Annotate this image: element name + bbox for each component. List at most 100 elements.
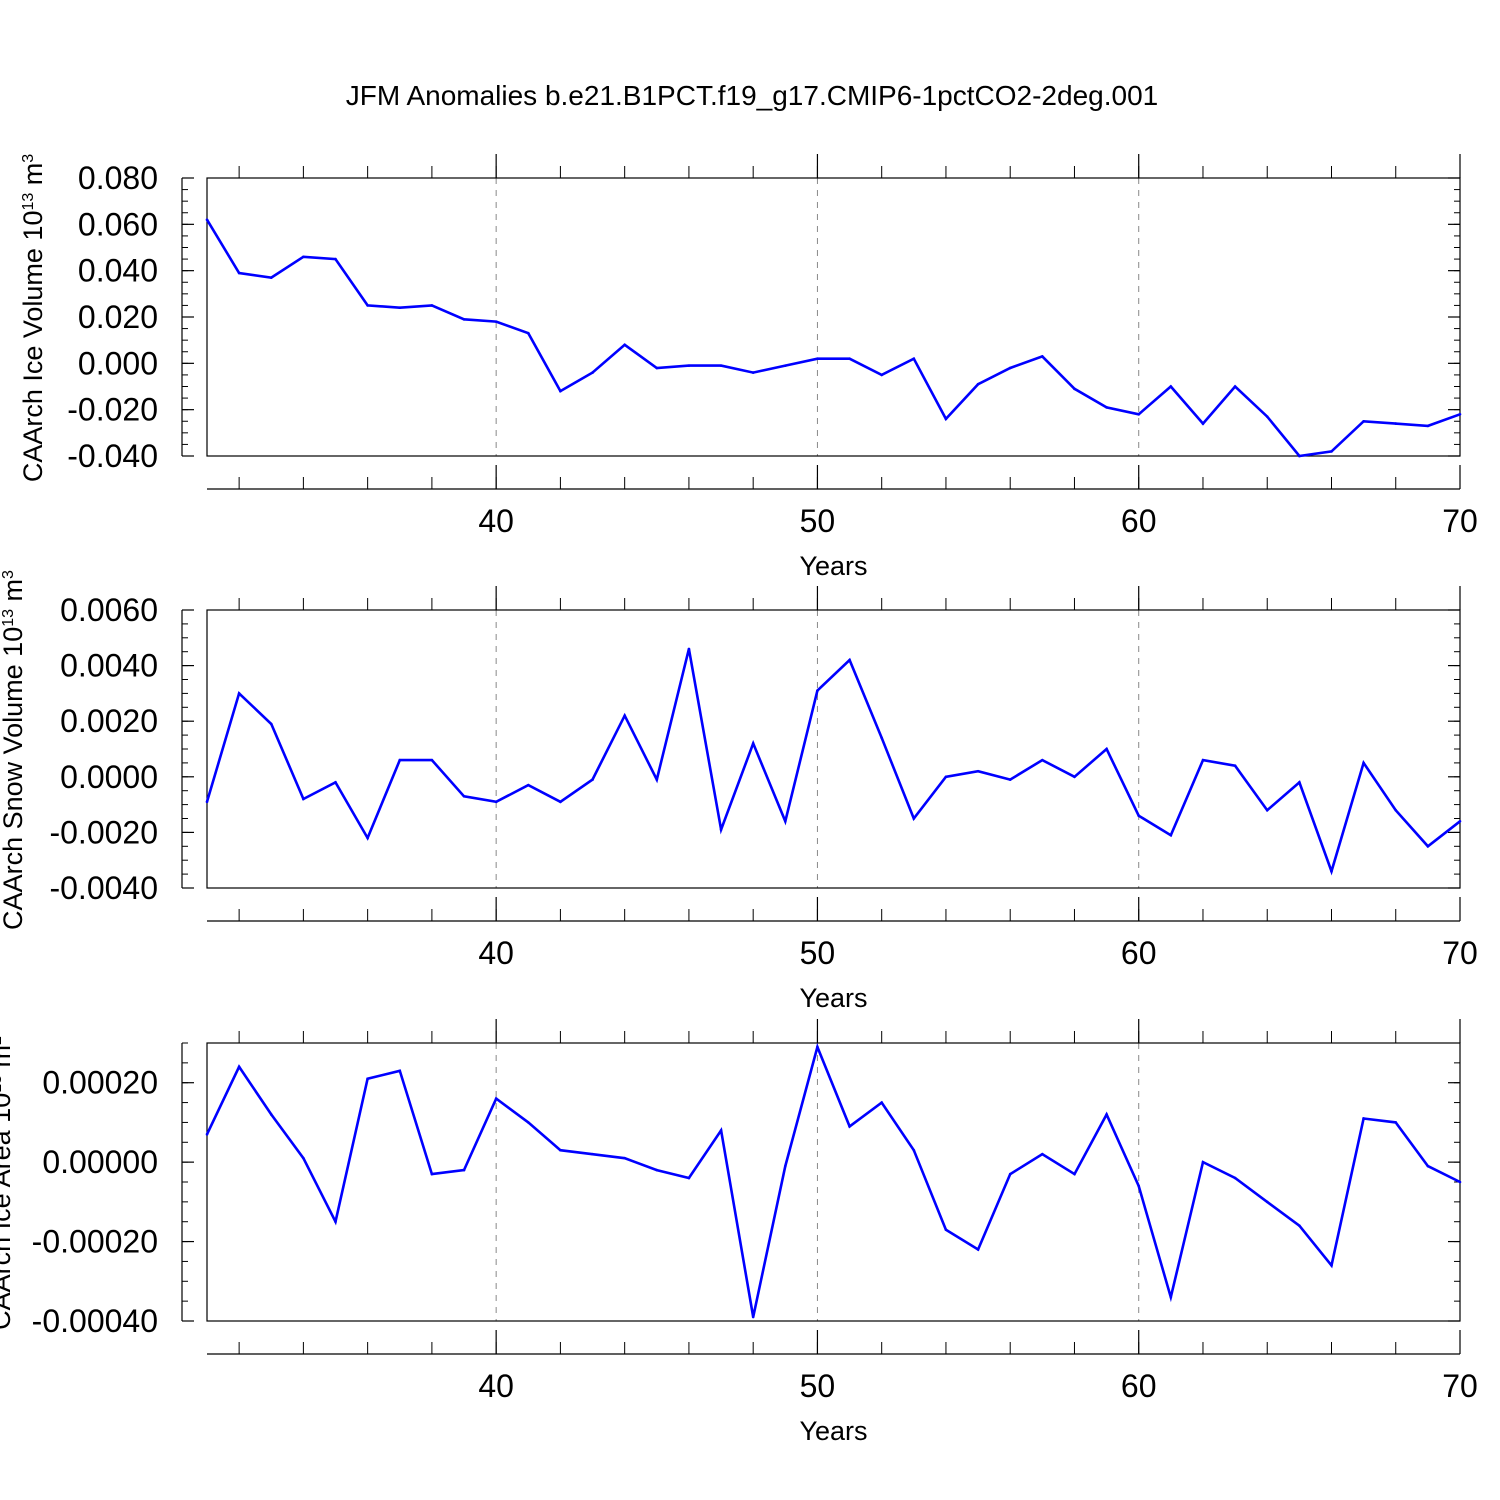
y-tick-label: 0.0040 [60,648,158,684]
data-point [398,1069,402,1073]
y-axis-label-ylabel-unit: m [0,1045,16,1075]
data-point [430,304,434,307]
data-point [816,357,819,361]
data-point [302,797,305,801]
data-point [205,1133,209,1136]
data-point [591,778,594,781]
data-point [1169,385,1173,388]
data-point [848,658,851,662]
y-tick-label: 0.00020 [42,1065,158,1101]
y-axis-label-ylabel: CAArch Ice Volume 10 [18,211,48,483]
x-tick-label: 40 [478,935,514,971]
y-axis-label-ylabel-exp: 13 [0,1075,5,1093]
data-point [816,689,819,692]
data-point [1458,413,1462,416]
y-axis-label-ylabel: CAArch Snow Volume 10 [0,627,28,930]
y-tick-label: 0.0000 [60,759,158,795]
data-point [1105,406,1108,409]
y-axis-label: CAArch Ice Volume 1013 m3 [18,154,48,482]
data-point [526,783,530,787]
data-point [1041,1152,1044,1156]
y-axis-label-ylabel-unit: m [0,579,28,609]
data-point [687,364,691,367]
data-point [976,1248,980,1251]
y-tick-label: 0.0020 [60,703,158,739]
data-point [1362,1117,1365,1120]
data-point [398,306,402,310]
data-point [1394,422,1398,425]
x-tick-label: 40 [478,1368,514,1404]
y-tick-label: 0.0060 [60,592,158,628]
data-point [1330,450,1333,453]
data-point [944,417,948,421]
y-tick-label: -0.00040 [32,1303,158,1339]
data-point [1008,366,1012,370]
data-point [1008,778,1012,781]
data-point [430,758,434,762]
data-point [1330,870,1333,873]
data-point [912,817,916,820]
data-point [205,800,209,804]
data-point [526,1121,530,1124]
data-point [366,1077,369,1081]
data-point [1169,1295,1173,1299]
y-tick-label: -0.00020 [32,1224,158,1260]
data-point [1362,761,1365,765]
plot-frame [206,177,1461,457]
data-point [302,1156,305,1160]
data-point [269,276,273,279]
data-point [559,800,562,804]
y-axis-label-ylabel-unit-exp: 2 [0,1036,5,1045]
x-tick-label: 60 [1121,1368,1157,1404]
data-point [430,1172,434,1176]
y-tick-label: 0.00000 [42,1144,158,1180]
data-point [1201,1160,1205,1164]
x-tick-label: 60 [1121,935,1157,971]
data-point [591,1152,594,1156]
figure-title: JFM Anomalies b.e21.B1PCT.f19_g17.CMIP6-… [346,80,1158,111]
data-point [334,257,337,261]
data-point [784,1164,787,1168]
x-tick-label: 70 [1442,503,1478,539]
series-line [205,1042,1461,1318]
data-point [1426,1164,1430,1168]
data-point [1426,424,1430,428]
data-point [237,692,241,695]
data-point [1298,1224,1301,1227]
data-point [944,775,948,779]
y-axis-label-ylabel: CAArch Ice Area 10 [0,1093,16,1330]
data-point [269,722,273,726]
data-point [751,1315,755,1319]
data-point [719,364,723,367]
data-point [1458,1180,1462,1184]
data-point [1233,1176,1237,1180]
data-point [848,1125,851,1128]
y-tick-label: -0.0040 [49,870,158,906]
data-point [1169,833,1173,837]
data-point [1008,1172,1012,1176]
data-point [462,1168,466,1172]
data-point [719,1129,723,1132]
panel-2: -0.0040 -0.0020 0.0000 0.0020 0.0040 0.0060 40… [0,570,1478,1013]
x-tick-label: 50 [800,503,836,539]
data-point [559,1148,562,1152]
y-tick-label: -0.0020 [49,814,158,850]
data-point [462,318,466,321]
data-point [1105,1113,1108,1116]
data-point [366,304,369,307]
data-point [462,794,466,798]
data-point [944,1228,948,1231]
data-point [751,742,755,745]
data-point [366,836,369,840]
data-point [1426,845,1430,848]
data-point [1265,1200,1269,1204]
data-point [1201,422,1205,425]
data-point [1362,419,1365,423]
y-tick-label: -0.020 [67,392,158,428]
data-point [1073,387,1076,391]
data-point [912,357,916,361]
y-axis-label-ylabel-unit-exp: 3 [0,570,17,579]
series-line [205,219,1461,458]
x-tick-label: 50 [800,935,836,971]
